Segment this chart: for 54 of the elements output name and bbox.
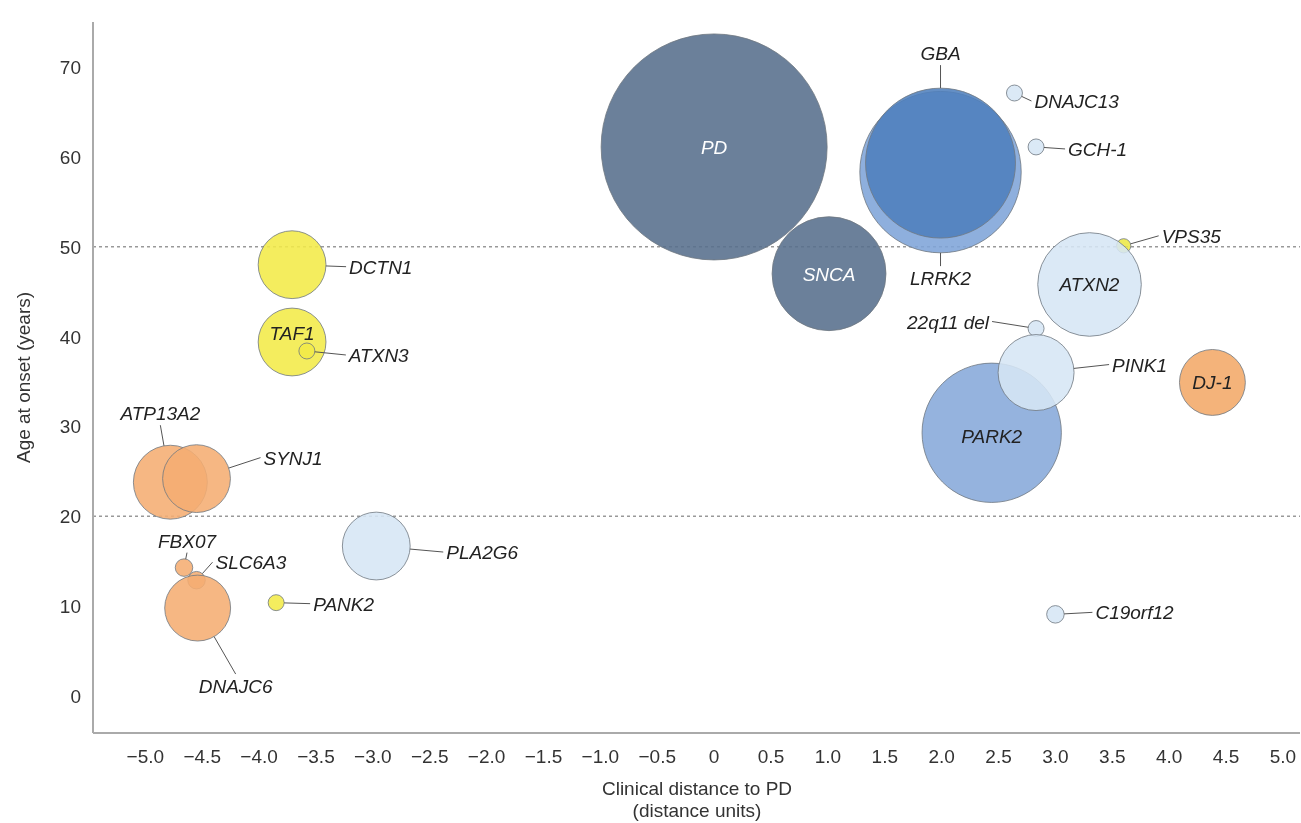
annotation: ATXN2 [1058, 274, 1120, 296]
y-tick-label: 10 [59, 596, 81, 618]
annotation: DCTN1 [349, 256, 413, 278]
x-tick-label: 1.5 [871, 746, 898, 767]
annotation: C19orf12 [1095, 602, 1175, 624]
annotation: PD [700, 136, 728, 158]
y-tick-label: 30 [59, 416, 81, 438]
x-tick-label: 2.0 [928, 746, 955, 767]
y-axis-title: Age at onset (years) [13, 291, 34, 464]
x-tick-label: −2.5 [410, 746, 449, 767]
x-tick-label: 2.5 [985, 746, 1012, 767]
x-tick-label: −3.0 [354, 746, 392, 767]
x-tick-label: 4.0 [1155, 746, 1183, 767]
annotation: 22q11 del [906, 311, 990, 333]
annotation: SLC6A3 [215, 552, 287, 574]
y-tick-label: 70 [59, 56, 81, 78]
annotation: DNAJC13 [1034, 91, 1120, 113]
y-tick-label: 60 [59, 146, 81, 168]
x-tick-label: −2.0 [467, 746, 506, 767]
annotation: PINK1 [1112, 354, 1167, 376]
annotation: TAF1 [269, 322, 315, 344]
annotation: DJ-1 [1192, 372, 1233, 394]
annotation: PARK2 [961, 425, 1023, 447]
annotation: LRRK2 [909, 268, 972, 290]
y-tick-label: 40 [59, 326, 81, 348]
x-tick-label: 0 [708, 746, 720, 767]
annotation: PLA2G6 [446, 542, 519, 564]
annotation: PANK2 [313, 593, 375, 615]
x-tick-label: −1.0 [581, 746, 620, 767]
annotation: ATP13A2 [119, 403, 201, 425]
annotation: SNCA [802, 263, 856, 285]
x-tick-label: −4.0 [240, 746, 278, 767]
x-tick-label: 3.0 [1042, 746, 1069, 767]
x-tick-label: −1.5 [524, 746, 563, 767]
annotation: SYNJ1 [263, 447, 323, 469]
annotation: ATXN3 [347, 344, 410, 366]
x-axis-title: Clinical distance to PD (distance units) [601, 778, 793, 821]
annotation: GBA [920, 43, 961, 65]
x-tick-label: 5.0 [1269, 746, 1297, 767]
x-tick-label: 4.5 [1212, 746, 1240, 767]
x-tick-label: −4.5 [183, 746, 221, 767]
x-tick-label: −0.5 [638, 746, 677, 767]
annotation: VPS35 [1161, 225, 1222, 247]
y-tick-label: 50 [59, 236, 81, 258]
x-tick-label: 1.0 [814, 746, 842, 767]
x-tick-label: −5.0 [126, 746, 165, 767]
y-tick-label: 0 [70, 686, 81, 708]
annotation: FBX07 [157, 530, 218, 552]
x-tick-label: −3.5 [297, 746, 335, 767]
annotation: DNAJC6 [198, 676, 274, 698]
x-tick-label: 0.5 [757, 746, 785, 767]
annotation: GCH-1 [1068, 138, 1128, 160]
x-tick-label: 3.5 [1099, 746, 1126, 767]
y-tick-label: 20 [59, 506, 81, 528]
